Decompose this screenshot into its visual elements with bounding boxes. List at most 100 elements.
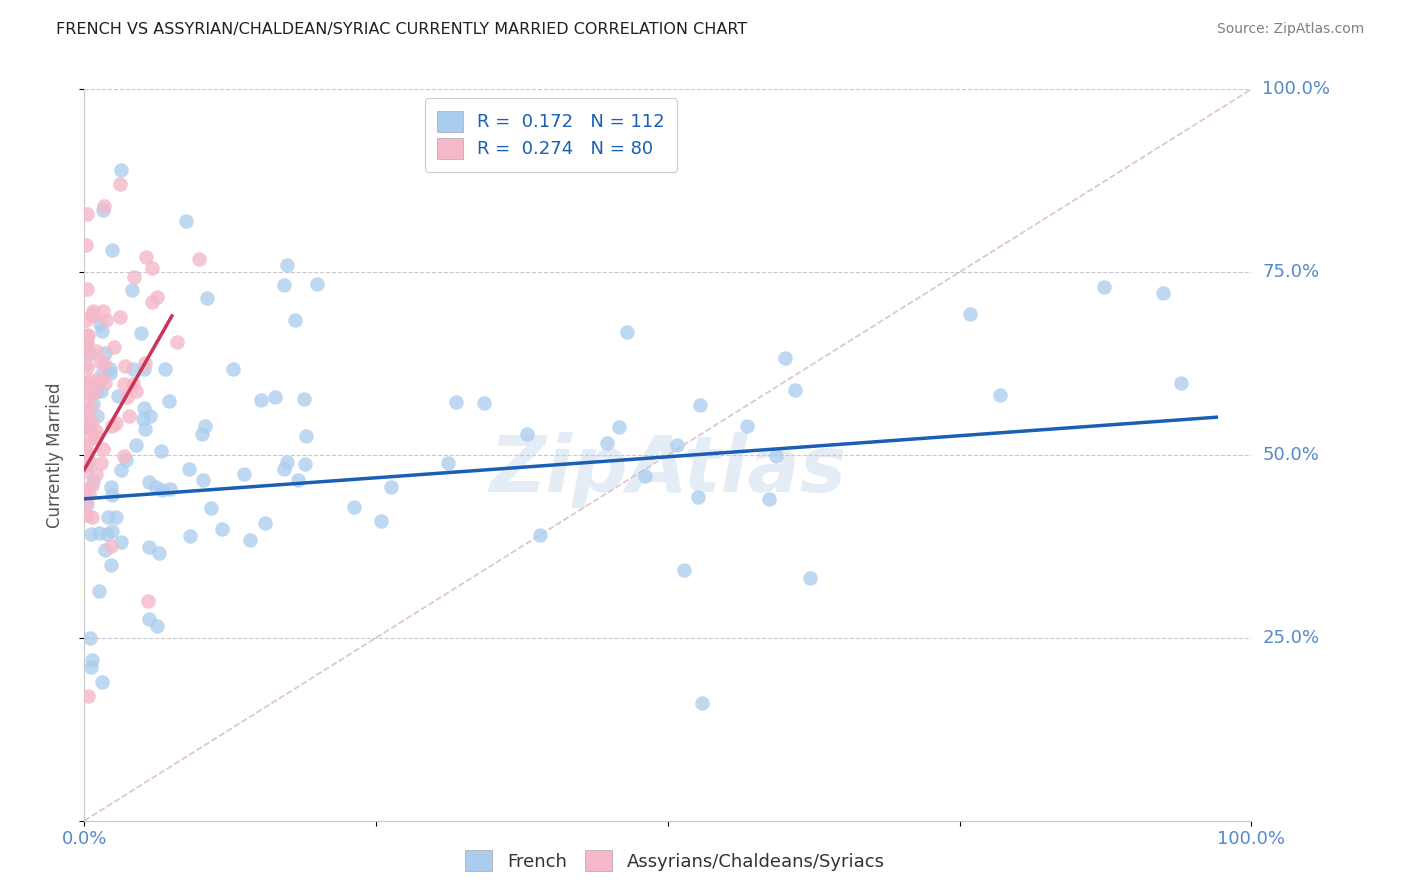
Point	[444, 395, 467, 409]
Point	[692, 696, 714, 710]
Point	[273, 462, 295, 476]
Point	[90, 674, 112, 689]
Point	[77, 431, 100, 445]
Point	[82, 304, 104, 318]
Point	[108, 310, 131, 324]
Point	[89, 584, 111, 599]
Point	[75, 238, 97, 252]
Point	[472, 395, 495, 409]
Point	[783, 383, 806, 397]
Point	[75, 391, 97, 405]
Point	[125, 384, 148, 398]
Point	[148, 546, 170, 560]
Point	[80, 387, 103, 401]
Point	[166, 334, 188, 349]
Point	[75, 376, 97, 390]
Point	[135, 250, 157, 264]
Point	[79, 401, 101, 415]
Point	[91, 202, 114, 217]
Point	[83, 377, 105, 392]
Point	[1092, 280, 1115, 294]
Point	[80, 510, 103, 524]
Point	[222, 362, 245, 376]
Point	[76, 450, 98, 464]
Point	[284, 313, 307, 327]
Point	[616, 325, 638, 339]
Point	[75, 464, 97, 478]
Point	[138, 475, 160, 489]
Point	[112, 376, 135, 391]
Point	[211, 522, 233, 536]
Point	[174, 214, 197, 228]
Point	[134, 401, 156, 416]
Point	[79, 346, 101, 360]
Point	[75, 439, 97, 453]
Text: FRENCH VS ASSYRIAN/CHALDEAN/SYRIAC CURRENTLY MARRIED CORRELATION CHART: FRENCH VS ASSYRIAN/CHALDEAN/SYRIAC CURRE…	[56, 22, 748, 37]
Point	[195, 291, 218, 305]
Point	[91, 442, 114, 456]
Point	[107, 389, 129, 403]
Point	[73, 358, 96, 372]
Point	[110, 535, 132, 549]
Point	[179, 529, 201, 543]
Point	[665, 438, 688, 452]
Point	[634, 469, 657, 483]
Point	[76, 508, 98, 523]
Point	[80, 660, 103, 674]
Point	[380, 480, 402, 494]
Point	[596, 436, 619, 450]
Point	[114, 452, 136, 467]
Point	[93, 356, 115, 370]
Point	[75, 495, 97, 509]
Point	[96, 527, 118, 541]
Point	[84, 429, 107, 443]
Point	[100, 558, 122, 572]
Point	[94, 376, 117, 391]
Point	[80, 379, 103, 393]
Point	[765, 449, 787, 463]
Point	[94, 346, 117, 360]
Point	[79, 631, 101, 645]
Point	[287, 473, 309, 487]
Point	[90, 324, 112, 338]
Point	[97, 510, 120, 524]
Point	[76, 329, 98, 343]
Point	[145, 618, 167, 632]
Point	[82, 397, 104, 411]
Point	[773, 351, 796, 366]
Point	[82, 307, 104, 321]
Point	[253, 516, 276, 531]
Point	[115, 390, 138, 404]
Point	[89, 384, 111, 398]
Point	[82, 308, 104, 322]
Point	[138, 540, 160, 554]
Point	[76, 282, 98, 296]
Point	[77, 455, 100, 469]
Point	[159, 482, 181, 496]
Point	[529, 528, 551, 542]
Point	[276, 258, 298, 272]
Point	[77, 487, 100, 501]
Point	[1170, 376, 1192, 390]
Point	[89, 317, 111, 331]
Point	[138, 612, 160, 626]
Point	[141, 294, 163, 309]
Point	[84, 424, 107, 438]
Point	[75, 403, 97, 417]
Text: 100.0%: 100.0%	[1263, 80, 1330, 98]
Point	[93, 543, 115, 558]
Point	[73, 449, 96, 463]
Point	[75, 336, 97, 351]
Point	[110, 162, 132, 177]
Point	[84, 385, 107, 400]
Legend: French, Assyrians/Chaldeans/Syriacs: French, Assyrians/Chaldeans/Syriacs	[458, 843, 891, 879]
Point	[90, 456, 112, 470]
Point	[98, 366, 121, 380]
Point	[343, 500, 366, 514]
Point	[76, 415, 98, 429]
Point	[959, 307, 981, 321]
Point	[86, 409, 108, 423]
Point	[76, 418, 98, 433]
Point	[76, 334, 98, 349]
Point	[82, 384, 104, 399]
